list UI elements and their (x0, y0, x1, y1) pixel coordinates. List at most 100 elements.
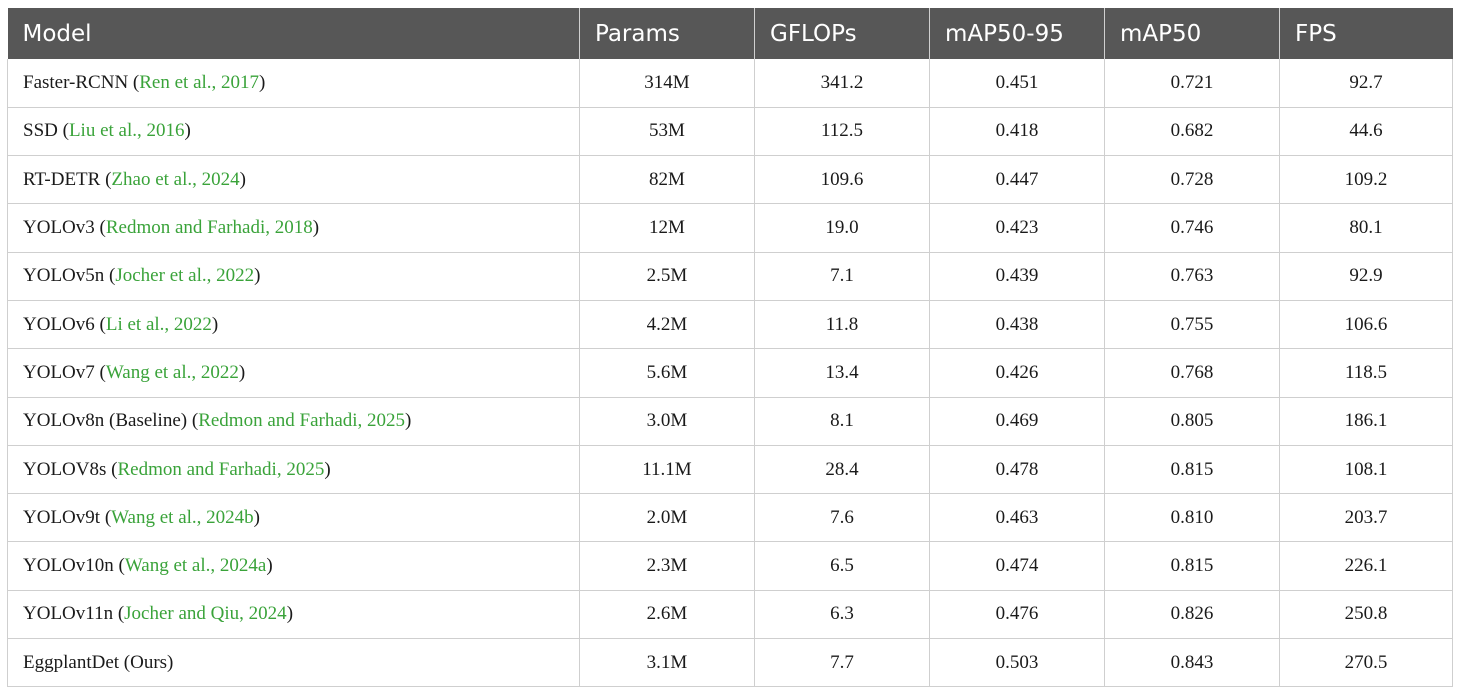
cell-gflops: 13.4 (754, 348, 930, 398)
model-name: YOLOv7 (23, 361, 95, 383)
cell-model: YOLOv6 (Li et al., 2022) (7, 300, 580, 350)
cell-fps: 80.1 (1279, 203, 1453, 253)
citation-link[interactable]: Liu et al., 2016 (68, 120, 185, 142)
table-row: YOLOv7 (Wang et al., 2022) 5.6M 13.4 0.426 0… (7, 348, 1453, 398)
table-row: YOLOV8s (Redmon and Farhadi, 2025) 11.1M 2… (7, 445, 1453, 495)
citation-link[interactable]: Wang et al., 2022 (105, 361, 239, 383)
citation-link[interactable]: Li et al., 2022 (105, 313, 212, 335)
cell-fps: 106.6 (1279, 300, 1453, 350)
cell-gflops: 6.5 (754, 541, 930, 591)
cell-fps: 270.5 (1279, 638, 1453, 688)
cell-fps: 203.7 (1279, 493, 1453, 543)
cell-map50-95: 0.439 (929, 252, 1105, 301)
header-row: Model Params GFLOPs mAP50-95 mAP50 FPS (7, 8, 1453, 59)
cell-params: 2.5M (579, 252, 755, 301)
table-row: YOLOv9t (Wang et al., 2024b) 2.0M 7.6 0.463… (7, 493, 1453, 543)
cell-gflops: 28.4 (754, 445, 930, 495)
header-map50-95: mAP50-95 (929, 8, 1105, 59)
cell-map50-95: 0.463 (929, 493, 1105, 543)
cell-model: Faster-RCNN (Ren et al., 2017) (7, 59, 580, 108)
cell-map50: 0.746 (1104, 203, 1280, 253)
cell-map50-95: 0.418 (929, 107, 1105, 157)
model-name: YOLOv5n (23, 265, 105, 287)
cell-params: 3.1M (579, 638, 755, 688)
results-table-container: Model Params GFLOPs mAP50-95 mAP50 FPS F… (7, 8, 1453, 688)
cell-fps: 186.1 (1279, 397, 1453, 446)
model-name: YOLOV8s (23, 458, 107, 480)
cell-model: YOLOv11n (Jocher and Qiu, 2024) (7, 590, 580, 640)
cell-model: YOLOv10n (Wang et al., 2024a) (7, 541, 580, 591)
cell-map50: 0.843 (1104, 638, 1280, 688)
model-name: EggplantDet (Ours) (23, 651, 174, 673)
cell-params: 82M (579, 155, 755, 205)
citation-link[interactable]: Jocher and Qiu, 2024 (124, 603, 287, 625)
table-row: RT-DETR (Zhao et al., 2024) 82M 109.6 0.447… (7, 155, 1453, 205)
cell-gflops: 7.7 (754, 638, 930, 688)
cell-gflops: 112.5 (754, 107, 930, 157)
cell-map50-95: 0.451 (929, 59, 1105, 108)
cell-model: YOLOv5n (Jocher et al., 2022) (7, 252, 580, 301)
table-row: SSD (Liu et al., 2016) 53M 112.5 0.418 0.682… (7, 107, 1453, 157)
model-name: YOLOv8n (Baseline) (23, 410, 188, 432)
cell-gflops: 6.3 (754, 590, 930, 640)
citation-link[interactable]: Wang et al., 2024b (111, 506, 254, 528)
table-row: YOLOv3 (Redmon and Farhadi, 2018) 12M 19.0… (7, 203, 1453, 253)
model-name: YOLOv3 (23, 217, 95, 239)
table-row: YOLOv5n (Jocher et al., 2022) 2.5M 7.1 0.43… (7, 252, 1453, 301)
cell-gflops: 7.6 (754, 493, 930, 543)
model-name: YOLOv9t (23, 506, 101, 528)
cell-fps: 44.6 (1279, 107, 1453, 157)
cell-gflops: 341.2 (754, 59, 930, 108)
citation-link[interactable]: Redmon and Farhadi, 2025 (117, 458, 325, 480)
cell-params: 12M (579, 203, 755, 253)
cell-map50: 0.815 (1104, 445, 1280, 495)
cell-map50: 0.755 (1104, 300, 1280, 350)
cell-fps: 92.9 (1279, 252, 1453, 301)
table-row: EggplantDet (Ours) 3.1M 7.7 0.503 0.843 270.5 (7, 638, 1453, 688)
header-params: Params (579, 8, 755, 59)
cell-params: 3.0M (579, 397, 755, 446)
table-row: Faster-RCNN (Ren et al., 2017) 314M 341.2 0… (7, 59, 1453, 108)
cell-map50: 0.763 (1104, 252, 1280, 301)
cell-model: YOLOV8s (Redmon and Farhadi, 2025) (7, 445, 580, 495)
cell-map50-95: 0.469 (929, 397, 1105, 446)
cell-params: 2.0M (579, 493, 755, 543)
cell-params: 53M (579, 107, 755, 157)
cell-fps: 250.8 (1279, 590, 1453, 640)
cell-map50-95: 0.423 (929, 203, 1105, 253)
model-name: YOLOv10n (23, 555, 114, 577)
cell-map50-95: 0.438 (929, 300, 1105, 350)
table-header: Model Params GFLOPs mAP50-95 mAP50 FPS (7, 8, 1453, 59)
citation-link[interactable]: Ren et al., 2017 (139, 71, 260, 93)
table-row: YOLOv10n (Wang et al., 2024a) 2.3M 6.5 0.47… (7, 541, 1453, 591)
cell-model: YOLOv8n (Baseline) (Redmon and Farhadi, … (7, 397, 580, 446)
cell-map50-95: 0.503 (929, 638, 1105, 688)
cell-map50: 0.826 (1104, 590, 1280, 640)
cell-gflops: 7.1 (754, 252, 930, 301)
citation-link[interactable]: Wang et al., 2024a (124, 555, 267, 577)
header-gflops: GFLOPs (754, 8, 930, 59)
citation-link[interactable]: Redmon and Farhadi, 2018 (105, 217, 313, 239)
cell-fps: 226.1 (1279, 541, 1453, 591)
cell-map50-95: 0.426 (929, 348, 1105, 398)
cell-params: 11.1M (579, 445, 755, 495)
cell-map50: 0.810 (1104, 493, 1280, 543)
cell-model: YOLOv3 (Redmon and Farhadi, 2018) (7, 203, 580, 253)
citation-link[interactable]: Jocher et al., 2022 (115, 265, 255, 287)
cell-model: SSD (Liu et al., 2016) (7, 107, 580, 157)
cell-model: YOLOv7 (Wang et al., 2022) (7, 348, 580, 398)
cell-map50: 0.805 (1104, 397, 1280, 446)
table-row: YOLOv8n (Baseline) (Redmon and Farhadi, … (7, 397, 1453, 446)
header-map50: mAP50 (1104, 8, 1280, 59)
table-body: Faster-RCNN (Ren et al., 2017) 314M 341.2 0… (7, 59, 1453, 688)
citation-link[interactable]: Redmon and Farhadi, 2025 (198, 410, 406, 432)
cell-map50-95: 0.476 (929, 590, 1105, 640)
cell-map50: 0.721 (1104, 59, 1280, 108)
table-row: YOLOv11n (Jocher and Qiu, 2024) 2.6M 6.3 0.… (7, 590, 1453, 640)
cell-fps: 108.1 (1279, 445, 1453, 495)
model-name: YOLOv11n (23, 603, 114, 625)
cell-params: 4.2M (579, 300, 755, 350)
citation-link[interactable]: Zhao et al., 2024 (111, 168, 240, 190)
cell-params: 5.6M (579, 348, 755, 398)
model-name: YOLOv6 (23, 313, 95, 335)
